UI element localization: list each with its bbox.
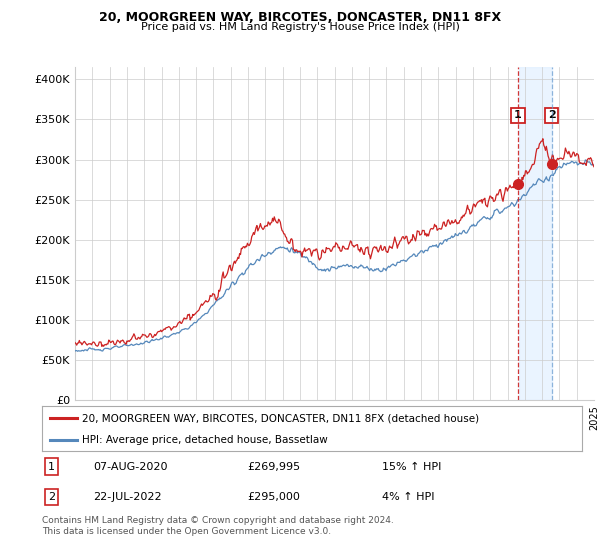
- Text: 22-JUL-2022: 22-JUL-2022: [94, 492, 162, 502]
- Text: 07-AUG-2020: 07-AUG-2020: [94, 461, 168, 472]
- Text: 2: 2: [48, 492, 55, 502]
- Text: Contains HM Land Registry data © Crown copyright and database right 2024.
This d: Contains HM Land Registry data © Crown c…: [42, 516, 394, 536]
- Text: £295,000: £295,000: [247, 492, 300, 502]
- Text: 1: 1: [514, 110, 522, 120]
- Text: 20, MOORGREEN WAY, BIRCOTES, DONCASTER, DN11 8FX: 20, MOORGREEN WAY, BIRCOTES, DONCASTER, …: [99, 11, 501, 24]
- Text: 1: 1: [48, 461, 55, 472]
- Text: 4% ↑ HPI: 4% ↑ HPI: [382, 492, 434, 502]
- Text: HPI: Average price, detached house, Bassetlaw: HPI: Average price, detached house, Bass…: [83, 435, 328, 445]
- Text: 20, MOORGREEN WAY, BIRCOTES, DONCASTER, DN11 8FX (detached house): 20, MOORGREEN WAY, BIRCOTES, DONCASTER, …: [83, 413, 479, 423]
- Text: Price paid vs. HM Land Registry's House Price Index (HPI): Price paid vs. HM Land Registry's House …: [140, 22, 460, 32]
- Text: £269,995: £269,995: [247, 461, 301, 472]
- Text: 2: 2: [548, 110, 556, 120]
- Text: 15% ↑ HPI: 15% ↑ HPI: [382, 461, 442, 472]
